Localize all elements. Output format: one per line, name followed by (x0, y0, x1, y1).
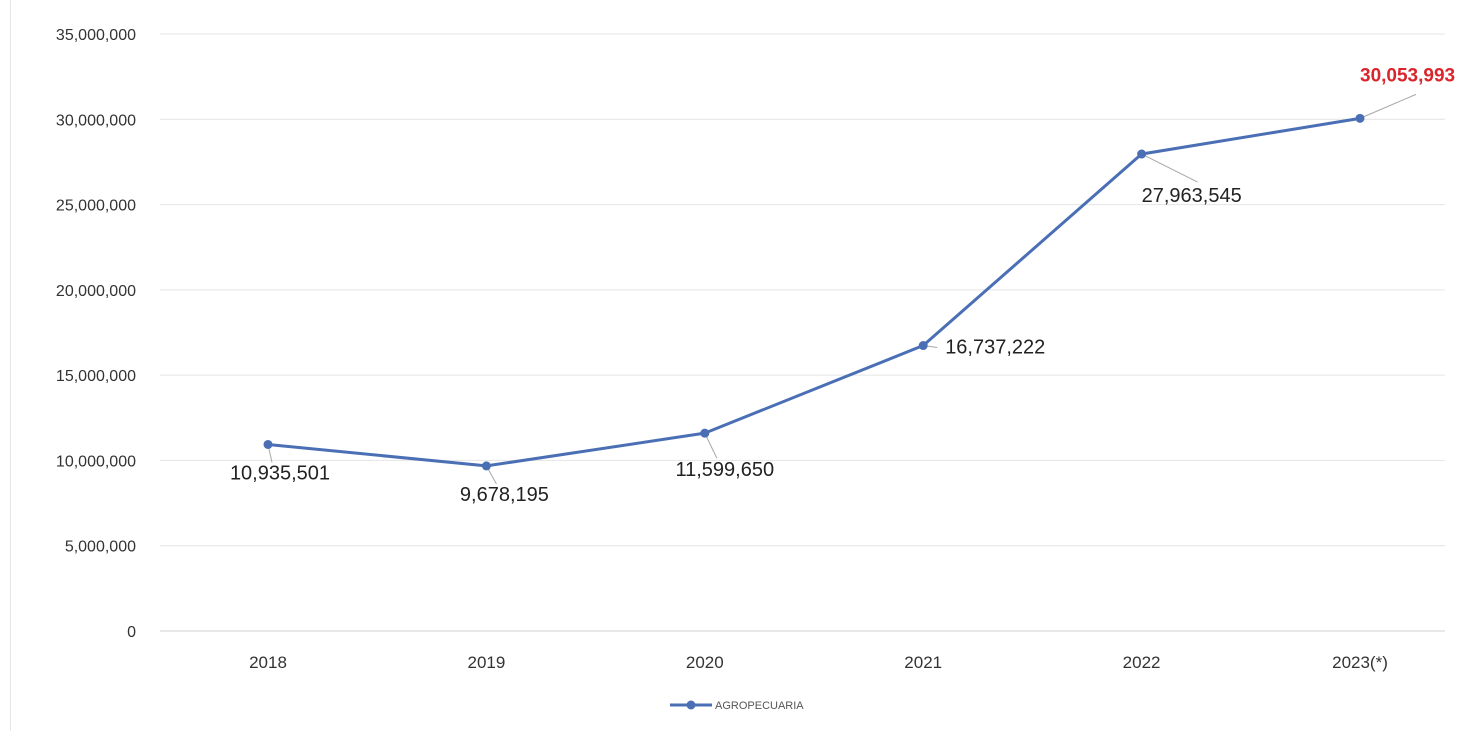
y-axis-tick-labels: 0 5,000,000 10,000,000 15,000,000 20,000,000… (56, 27, 136, 641)
x-tick-label: 2021 (904, 653, 942, 672)
label-leader (704, 432, 718, 459)
data-point (481, 461, 491, 471)
data-label: 27,963,545 (1142, 185, 1242, 207)
x-tick-label: 2022 (1123, 653, 1161, 672)
left-frame-line (10, 0, 11, 731)
y-tick-label: 15,000,000 (56, 368, 136, 385)
x-tick-label: 2019 (467, 653, 505, 672)
data-labels: 10,935,501 9,678,195 11,599,650 16,737,222 2… (230, 65, 1455, 506)
x-tick-label: 2020 (686, 653, 724, 672)
y-tick-label: 25,000,000 (56, 198, 136, 215)
label-leader (1141, 153, 1198, 183)
y-tick-label: 30,000,000 (56, 112, 136, 129)
x-axis-tick-labels: 2018 2019 2020 2021 2022 2023(*) (249, 653, 1388, 672)
data-point (918, 341, 928, 351)
data-point (1355, 113, 1365, 123)
y-tick-label: 10,000,000 (56, 453, 136, 470)
label-leader (1359, 93, 1417, 119)
data-label: 10,935,501 (230, 462, 330, 484)
y-tick-label: 0 (127, 624, 136, 641)
data-point (700, 428, 710, 438)
series-line (267, 116, 1361, 468)
data-point (1137, 149, 1147, 159)
data-point (263, 439, 273, 449)
legend-marker-swatch (686, 700, 696, 710)
data-label: 16,737,222 (945, 337, 1045, 359)
y-tick-label: 20,000,000 (56, 283, 136, 300)
y-tick-label: 35,000,000 (56, 27, 136, 44)
series-agropecuaria (263, 113, 1365, 471)
y-tick-label: 5,000,000 (65, 539, 136, 556)
x-tick-label: 2018 (249, 653, 287, 672)
x-tick-label: 2023(*) (1332, 653, 1388, 672)
label-leader-lines (267, 93, 1417, 485)
data-label: 9,678,195 (460, 484, 549, 506)
legend-label: AGROPECUARIA (715, 700, 804, 712)
legend: AGROPECUARIA (670, 700, 804, 712)
data-label: 30,053,993 (1360, 65, 1455, 86)
grid-lines (160, 33, 1445, 632)
data-label: 11,599,650 (675, 459, 774, 481)
